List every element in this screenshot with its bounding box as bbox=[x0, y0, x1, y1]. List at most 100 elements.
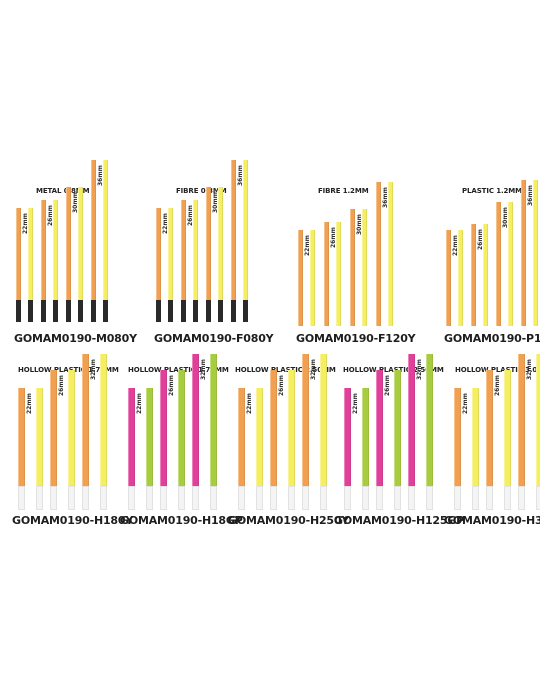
stick-color bbox=[193, 200, 198, 300]
size-label: 36mm bbox=[382, 187, 389, 208]
float-tip-right bbox=[210, 354, 217, 510]
stick-stem bbox=[91, 300, 96, 322]
stick-color bbox=[168, 208, 173, 300]
stick-stem bbox=[100, 486, 107, 510]
product-code: GOMAM0190-H300Y bbox=[444, 514, 540, 527]
float-tip-right bbox=[218, 187, 223, 322]
stick-color bbox=[66, 187, 71, 300]
stick-color bbox=[53, 200, 58, 300]
float-tip-right bbox=[168, 208, 173, 322]
stick-color bbox=[376, 182, 381, 326]
stick-color bbox=[178, 370, 185, 486]
stick-stem bbox=[206, 300, 211, 322]
stick-stem bbox=[408, 486, 415, 510]
stick-stem bbox=[168, 300, 173, 322]
group-title: HOLLOW PLASTIC 3.0MM bbox=[455, 366, 540, 374]
float-tip-left bbox=[66, 187, 71, 322]
stick-stem bbox=[128, 486, 135, 510]
float-tip-left bbox=[496, 202, 501, 326]
float-tip-left bbox=[192, 354, 199, 510]
product-code: GOMAM0190-H250Y bbox=[228, 514, 350, 527]
float-tip-right bbox=[536, 354, 540, 510]
float-tip-left bbox=[91, 160, 96, 322]
stick-stem bbox=[53, 300, 58, 322]
stick-stem bbox=[192, 486, 199, 510]
stick-color bbox=[426, 354, 433, 486]
stick-color bbox=[336, 222, 341, 326]
stick-color bbox=[496, 202, 501, 326]
group-title: METAL 0.8MM bbox=[36, 187, 90, 195]
size-label: 30mm bbox=[502, 207, 509, 228]
float-tip-left bbox=[16, 208, 21, 322]
stick-color bbox=[192, 354, 199, 486]
float-tip-left bbox=[376, 182, 381, 326]
float-tip-left bbox=[324, 222, 329, 326]
float-tip-left bbox=[298, 230, 303, 326]
size-label: 26mm bbox=[47, 205, 54, 226]
float-tip-right bbox=[394, 370, 401, 510]
float-tip-right bbox=[472, 388, 479, 510]
float-tip-left bbox=[521, 180, 526, 326]
stick-color bbox=[350, 209, 355, 326]
size-label: 22mm bbox=[26, 393, 33, 414]
stick-stem bbox=[426, 486, 433, 510]
float-tip-right bbox=[288, 370, 295, 510]
stick-color bbox=[36, 388, 43, 486]
float-tip-right bbox=[53, 200, 58, 322]
float-tip-left bbox=[376, 370, 383, 510]
stick-stem bbox=[156, 300, 161, 322]
stick-color bbox=[146, 388, 153, 486]
stick-color bbox=[256, 388, 263, 486]
stick-stem bbox=[454, 486, 461, 510]
size-label: 26mm bbox=[278, 375, 285, 396]
stick-color bbox=[41, 200, 46, 300]
stick-color bbox=[288, 370, 295, 486]
float-tip-left bbox=[82, 354, 89, 510]
stick-stem bbox=[238, 486, 245, 510]
float-tip-left bbox=[350, 209, 355, 326]
stick-color bbox=[68, 370, 75, 486]
stick-color bbox=[472, 388, 479, 486]
product-code: GOMAM0190-H180Y bbox=[12, 514, 134, 527]
float-tip-left bbox=[238, 388, 245, 510]
float-tip-left bbox=[454, 388, 461, 510]
float-tip-right bbox=[310, 230, 315, 326]
product-code: GOMAM0190-F120Y bbox=[296, 332, 416, 345]
stick-color bbox=[238, 388, 245, 486]
stick-color bbox=[504, 370, 511, 486]
stick-stem bbox=[472, 486, 479, 510]
float-tip-right bbox=[68, 370, 75, 510]
float-tip-right bbox=[388, 182, 393, 326]
float-tip-right bbox=[36, 388, 43, 510]
stick-color bbox=[483, 224, 488, 326]
size-label: 22mm bbox=[352, 393, 359, 414]
float-tip-left bbox=[128, 388, 135, 510]
stick-color bbox=[128, 388, 135, 486]
stick-color bbox=[181, 200, 186, 300]
stick-stem bbox=[218, 300, 223, 322]
stick-stem bbox=[181, 300, 186, 322]
stick-stem bbox=[394, 486, 401, 510]
stick-stem bbox=[302, 486, 309, 510]
stick-color bbox=[536, 354, 540, 486]
stick-stem bbox=[362, 486, 369, 510]
stick-stem bbox=[243, 300, 248, 322]
stick-stem bbox=[28, 300, 33, 322]
stick-color bbox=[362, 209, 367, 326]
float-tip-right bbox=[256, 388, 263, 510]
stick-stem bbox=[82, 486, 89, 510]
product-code: GOMAM0190-P120Y bbox=[444, 332, 540, 345]
size-label: 22mm bbox=[462, 393, 469, 414]
stick-stem bbox=[518, 486, 525, 510]
stick-stem bbox=[288, 486, 295, 510]
float-tip-left bbox=[41, 200, 46, 322]
stick-color bbox=[310, 230, 315, 326]
stick-color bbox=[324, 222, 329, 326]
stick-color bbox=[471, 224, 476, 326]
float-tip-left bbox=[160, 370, 167, 510]
stick-color bbox=[231, 160, 236, 300]
size-label: 26mm bbox=[494, 375, 501, 396]
stick-stem bbox=[178, 486, 185, 510]
stick-color bbox=[103, 160, 108, 300]
float-tip-left bbox=[446, 230, 451, 326]
